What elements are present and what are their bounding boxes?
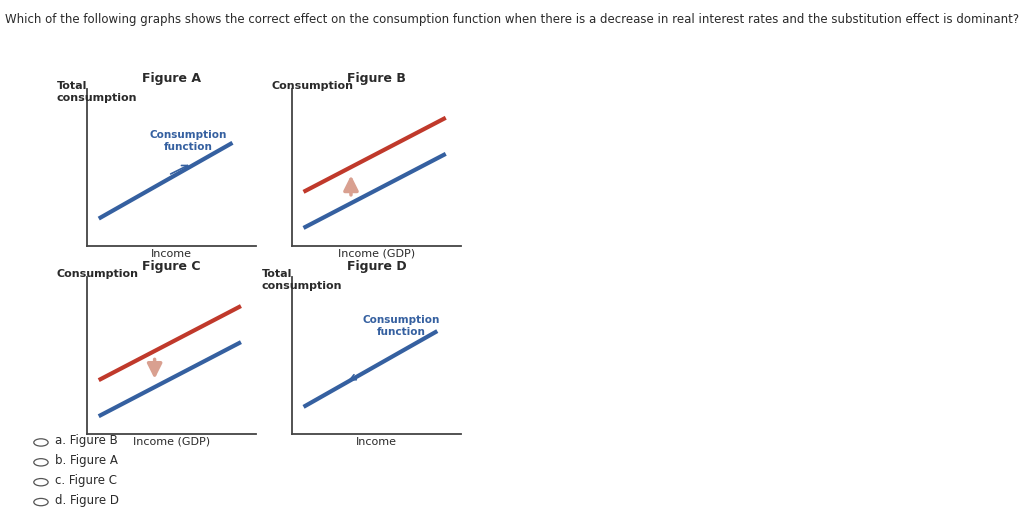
Text: Consumption
function: Consumption function (150, 130, 227, 152)
Title: Figure D: Figure D (346, 260, 407, 273)
Text: Which of the following graphs shows the correct effect on the consumption functi: Which of the following graphs shows the … (5, 13, 1019, 26)
Text: Consumption: Consumption (56, 269, 138, 279)
Title: Figure A: Figure A (142, 72, 201, 85)
X-axis label: Income: Income (355, 437, 397, 447)
Text: Consumption
function: Consumption function (362, 315, 440, 337)
X-axis label: Income: Income (151, 248, 193, 258)
Text: c. Figure C: c. Figure C (55, 474, 118, 487)
Text: Total
consumption: Total consumption (261, 269, 342, 291)
Title: Figure C: Figure C (142, 260, 201, 273)
Text: d. Figure D: d. Figure D (55, 494, 119, 507)
Text: b. Figure A: b. Figure A (55, 454, 118, 467)
X-axis label: Income (GDP): Income (GDP) (133, 437, 210, 447)
Text: Consumption: Consumption (271, 81, 353, 91)
Text: Total
consumption: Total consumption (56, 81, 137, 103)
X-axis label: Income (GDP): Income (GDP) (338, 248, 415, 258)
Text: a. Figure B: a. Figure B (55, 434, 118, 447)
Title: Figure B: Figure B (347, 72, 406, 85)
